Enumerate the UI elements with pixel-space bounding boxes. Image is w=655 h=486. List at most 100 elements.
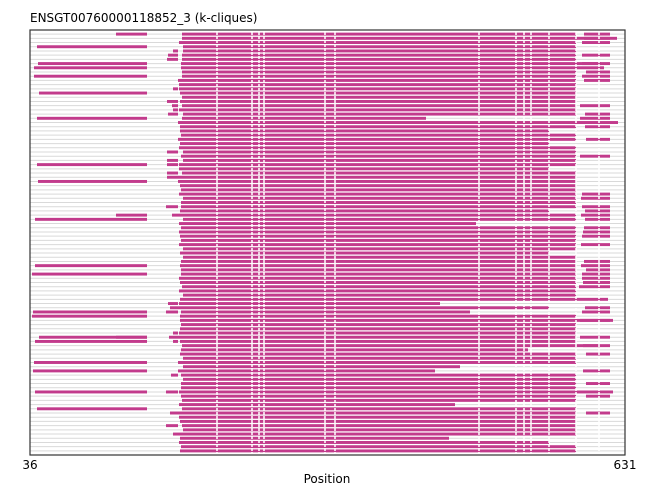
- aligned-segment: [167, 171, 178, 175]
- aligned-segment: [180, 251, 549, 255]
- aligned-segment: [172, 213, 178, 217]
- aligned-segment: [183, 356, 576, 360]
- aligned-segment: [180, 327, 576, 331]
- aligned-segment: [182, 95, 576, 99]
- aligned-segment: [181, 382, 576, 386]
- aligned-segment: [585, 209, 610, 213]
- aligned-segment: [181, 66, 604, 70]
- aligned-segment: [182, 57, 576, 61]
- aligned-segment: [178, 213, 576, 217]
- aligned-segment: [39, 91, 147, 95]
- aligned-segment: [181, 205, 576, 209]
- aligned-segment: [37, 116, 147, 120]
- aligned-segment: [582, 234, 610, 238]
- aligned-segment: [181, 133, 576, 137]
- aligned-segment: [181, 268, 576, 272]
- aligned-segment: [179, 230, 576, 234]
- aligned-segment: [181, 188, 576, 192]
- aligned-segment: [581, 213, 610, 217]
- aligned-segment: [582, 276, 610, 280]
- aligned-segment: [167, 163, 178, 167]
- aligned-segment: [179, 302, 440, 306]
- aligned-segment: [580, 154, 610, 158]
- aligned-segment: [167, 150, 178, 154]
- aligned-segment: [582, 62, 610, 66]
- aligned-segment: [170, 411, 178, 415]
- aligned-segment: [182, 407, 576, 411]
- aligned-segment: [179, 167, 549, 171]
- aligned-segment: [173, 87, 178, 91]
- aligned-segment: [181, 386, 576, 390]
- aligned-segment: [167, 175, 178, 179]
- aligned-segment: [183, 217, 576, 221]
- aligned-segment: [173, 339, 178, 343]
- aligned-segment: [183, 196, 576, 200]
- aligned-segment: [179, 289, 576, 293]
- aligned-segment: [32, 272, 147, 276]
- x-tick-label-end: 631: [614, 458, 637, 472]
- aligned-segment: [181, 226, 576, 230]
- aligned-segment: [181, 394, 576, 398]
- aligned-segment: [585, 125, 610, 129]
- aligned-segment: [180, 436, 449, 440]
- aligned-segment: [34, 361, 147, 364]
- aligned-segment: [32, 314, 147, 318]
- aligned-segment: [182, 74, 576, 78]
- aligned-segment: [586, 394, 610, 398]
- aligned-segment: [179, 441, 549, 444]
- aligned-segment: [586, 268, 610, 272]
- aligned-segment: [166, 205, 178, 209]
- aligned-segment: [584, 226, 610, 230]
- aligned-segment: [580, 104, 610, 108]
- aligned-segment: [181, 154, 576, 158]
- aligned-segment: [168, 53, 178, 57]
- aligned-segment: [173, 331, 178, 335]
- aligned-segment: [181, 259, 576, 263]
- aligned-segment: [180, 234, 576, 238]
- aligned-segment: [181, 62, 601, 66]
- aligned-segment: [585, 217, 610, 221]
- aligned-segment: [179, 146, 576, 150]
- aligned-segment: [581, 196, 610, 200]
- aligned-segment: [180, 209, 549, 213]
- aligned-segment: [179, 390, 613, 394]
- aligned-segment: [180, 125, 576, 129]
- aligned-segment: [580, 116, 610, 120]
- aligned-segment: [35, 339, 147, 343]
- aligned-segment: [180, 184, 576, 188]
- aligned-segment: [181, 201, 576, 204]
- aligned-segment: [183, 377, 576, 381]
- aligned-segment: [183, 49, 576, 53]
- plot-frame: [29, 29, 626, 456]
- aligned-segment: [179, 192, 576, 196]
- aligned-segment: [586, 411, 610, 415]
- aligned-segment: [33, 369, 147, 373]
- aligned-segment: [166, 390, 178, 394]
- aligned-segment: [37, 45, 147, 49]
- aligned-segment: [39, 335, 147, 339]
- aligned-segment: [171, 373, 178, 377]
- aligned-segment: [582, 41, 610, 44]
- aligned-segment: [168, 302, 178, 306]
- aligned-segment: [181, 445, 576, 449]
- aligned-segment: [178, 175, 576, 179]
- aligned-segment: [180, 99, 576, 103]
- aligned-segment: [582, 310, 610, 314]
- aligned-segment: [116, 335, 147, 339]
- aligned-segment: [579, 285, 610, 289]
- aligned-segment: [178, 432, 576, 436]
- aligned-segment: [586, 137, 610, 141]
- aligned-segment: [183, 150, 576, 154]
- aligned-segment: [173, 108, 178, 112]
- aligned-segment: [584, 78, 610, 82]
- aligned-segment: [581, 264, 610, 268]
- aligned-segment: [582, 205, 610, 209]
- aligned-segment: [180, 419, 576, 423]
- aligned-segment: [181, 238, 576, 242]
- aligned-segment: [583, 281, 610, 284]
- aligned-segment: [583, 230, 610, 234]
- aligned-segment: [167, 57, 178, 61]
- aligned-segment: [178, 179, 576, 183]
- aligned-segment: [37, 407, 147, 411]
- aligned-segment: [167, 158, 178, 162]
